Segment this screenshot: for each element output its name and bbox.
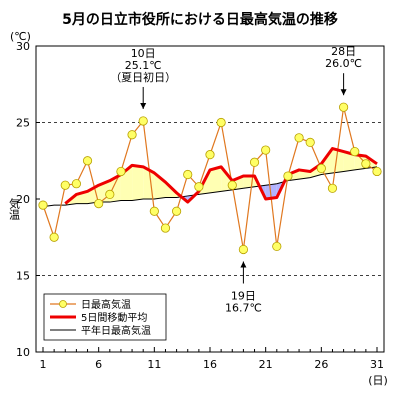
series-line-moving-average: [64, 147, 378, 205]
annotation-text: 28日: [331, 45, 356, 58]
x-tick-label: 11: [147, 358, 161, 371]
legend-item-daily-max: 日最高気温: [50, 298, 131, 311]
chart-title: 5月の日立市役所における日最高気温の推移: [62, 11, 338, 28]
annotation-text: 25.1℃: [125, 59, 162, 72]
y-tick-label: 10: [16, 346, 30, 359]
y-tick-label: 20: [16, 193, 30, 206]
legend-swatch-marker: [59, 300, 67, 308]
legend-label: 日最高気温: [81, 298, 131, 311]
data-point-daily-max: [172, 206, 182, 216]
data-point-daily-max: [350, 146, 360, 157]
data-point-daily-max: [227, 180, 237, 190]
deviation-fill: [87, 185, 99, 204]
data-point-daily-max: [194, 182, 204, 192]
data-point-daily-max: [183, 169, 193, 180]
x-tick-label: 6: [95, 358, 102, 371]
grid-layer: [36, 122, 384, 276]
y-axis-label: 気温: [8, 197, 21, 220]
annotation-arrowhead: [140, 102, 147, 109]
x-tick-label: 26: [314, 358, 328, 371]
data-point-daily-max: [249, 157, 260, 167]
x-unit-label: (日): [368, 374, 388, 387]
deviation-fill: [265, 183, 277, 199]
data-point-daily-max: [71, 179, 82, 189]
deviation-fill: [154, 172, 166, 199]
data-point-daily-max: [261, 145, 271, 155]
data-point-daily-max: [105, 189, 115, 200]
data-point-daily-max: [283, 171, 293, 181]
deviation-fill: [343, 151, 355, 172]
annotation-text: 26.0℃: [325, 57, 362, 70]
data-point-daily-max: [338, 102, 349, 112]
annotation-text: 10日: [131, 47, 156, 60]
data-point-daily-max: [160, 223, 171, 233]
y-tick-label: 15: [16, 270, 30, 283]
legend-label: 5日間移動平均: [81, 311, 147, 324]
data-point-daily-max: [94, 198, 104, 209]
y-unit-label: (℃): [10, 30, 31, 43]
annotation-text: （夏日初日）: [110, 70, 176, 84]
data-point-daily-max: [205, 150, 215, 160]
data-point-daily-max: [238, 244, 248, 255]
series-layer: [38, 102, 382, 255]
data-point-daily-max: [294, 133, 304, 143]
annotation-text: 19日: [231, 289, 256, 302]
data-point-daily-max: [216, 117, 226, 128]
data-point-daily-max: [372, 166, 382, 177]
legend-item-moving-average: 5日間移動平均: [50, 311, 147, 324]
data-point-daily-max: [38, 200, 48, 210]
data-point-daily-max: [116, 166, 126, 177]
y-tick-label: 25: [16, 117, 30, 130]
y-tick-label: 30: [16, 40, 30, 53]
data-point-daily-max: [127, 130, 137, 140]
data-point-daily-max: [138, 116, 148, 126]
annotation-text: 16.7℃: [225, 301, 262, 314]
data-point-daily-max: [361, 159, 371, 169]
x-tick-label: 21: [259, 358, 273, 371]
x-tick-label: 1: [40, 358, 47, 371]
data-point-daily-max: [272, 241, 282, 252]
data-point-daily-max: [49, 232, 59, 242]
legend-label: 平年日最高気温: [81, 324, 151, 337]
data-point-daily-max: [327, 183, 338, 193]
data-point-daily-max: [316, 163, 326, 173]
data-point-daily-max: [60, 180, 70, 190]
data-point-daily-max: [149, 206, 159, 216]
deviation-fill: [132, 165, 144, 201]
x-tick-label: 16: [203, 358, 217, 371]
annotation-arrowhead: [240, 261, 247, 268]
legend-item-normal: 平年日最高気温: [50, 324, 151, 337]
deviation-fill: [210, 166, 222, 193]
data-point-daily-max: [305, 137, 315, 147]
data-point-daily-max: [82, 156, 93, 166]
x-tick-label: 31: [370, 358, 384, 371]
annotation-arrowhead: [340, 89, 347, 96]
